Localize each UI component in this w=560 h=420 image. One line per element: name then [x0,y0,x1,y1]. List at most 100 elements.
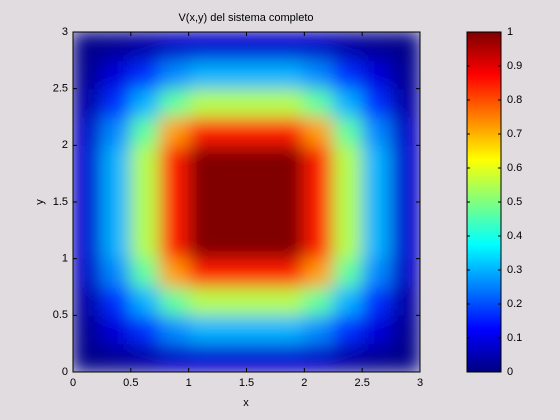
heatmap-cell [274,173,305,203]
colorbar-tick-label: 0.7 [507,128,522,140]
heatmap-cell [188,343,219,372]
heatmap-cell [274,144,305,175]
colorbar-tick-label: 0.3 [507,264,522,276]
heatmap-cell [361,343,392,372]
heatmap-cell [246,32,276,61]
heatmap-cell [73,144,103,175]
heatmap-cell [390,286,420,316]
heatmap-cell [159,32,190,61]
heatmap-cell [303,258,334,288]
heatmap-cell [246,286,276,316]
heatmap-cell [332,286,363,316]
y-tick-label: 2.5 [53,83,68,95]
heatmap-cell [274,286,305,316]
heatmap-cell [303,201,334,231]
colorbar-tick-label: 0.9 [507,60,522,72]
heatmap-cell [217,144,247,175]
colorbar [466,31,502,373]
heatmap-cell [246,201,276,231]
x-axis-label: x [243,397,249,409]
x-tick-label: 1 [186,377,192,389]
heatmap-cell [332,59,363,90]
heatmap-cell [101,343,132,372]
heatmap-cell [188,201,219,231]
colorbar-tick-label: 0.5 [507,196,522,208]
heatmap-cell [303,88,334,118]
heatmap-cell [159,343,190,372]
heatmap-cell [246,343,276,372]
heatmap-cell [303,173,334,203]
heatmap-cell [274,258,305,288]
heatmap-cell [303,286,334,316]
heatmap-cell [217,59,247,90]
heatmap-cell [188,258,219,288]
heatmap-cell [303,32,334,61]
heatmap-cell [130,88,161,118]
heatmap-cell [274,116,305,146]
heatmap-cell [332,32,363,61]
heatmap-cell [101,59,132,90]
heatmap-cell [332,173,363,203]
heatmap-cell [246,173,276,203]
heatmap-cell [274,314,305,345]
heatmap-cell [246,144,276,175]
colorbar-tick-label: 1 [507,26,513,38]
y-tick-label: 0.5 [53,309,68,321]
heatmap-cell [101,144,132,175]
heatmap-cell [361,173,392,203]
heatmap-cell [188,286,219,316]
heatmap-cell [361,32,392,61]
heatmap-cell [73,59,103,90]
heatmap-cell [217,258,247,288]
colorbar-tick-label: 0.4 [507,230,522,242]
heatmap-cell [217,173,247,203]
heatmap-cell [274,201,305,231]
heatmap-cell [130,314,161,345]
heatmap-cell [332,88,363,118]
heatmap-cell [332,144,363,175]
colorbar-tick-label: 0.1 [507,332,522,344]
plot-area [73,32,420,372]
heatmap-cell [130,201,161,231]
heatmap-cell [390,88,420,118]
heatmap-cell [188,229,219,260]
heatmap-cell [73,201,103,231]
heatmap-cell [73,343,103,372]
heatmap-cell [101,32,132,61]
x-tick-label: 2.5 [355,377,370,389]
heatmap-cell [217,314,247,345]
heatmap-cell [130,32,161,61]
y-tick-label: 2 [62,139,68,151]
heatmap-cell [303,116,334,146]
heatmap-cell [159,173,190,203]
heatmap-cell [361,144,392,175]
heatmap-cell [159,116,190,146]
heatmap-cell [361,286,392,316]
heatmap-cell [159,258,190,288]
heatmap-cell [73,173,103,203]
heatmap-cell [246,116,276,146]
colorbar-tick-label: 0.8 [507,94,522,106]
heatmap-cell [130,286,161,316]
y-tick-label: 1 [62,253,68,265]
heatmap-cell [159,59,190,90]
heatmap-cell [130,343,161,372]
heatmap-cell [73,314,103,345]
heatmap-cell [101,173,132,203]
y-axis-label: y [34,199,46,205]
heatmap-cell [101,116,132,146]
heatmap-cell [361,201,392,231]
heatmap-cell [188,173,219,203]
y-tick-label: 3 [62,26,68,38]
heatmap-cell [303,343,334,372]
heatmap-cell [274,229,305,260]
heatmap-cell [130,173,161,203]
heatmap-cell [332,258,363,288]
x-tick-label: 1.5 [239,377,254,389]
heatmap-cell [217,286,247,316]
heatmap-cell [101,201,132,231]
heatmap-cell [73,229,103,260]
y-tick-label: 0 [62,366,68,378]
heatmap-cell [361,258,392,288]
